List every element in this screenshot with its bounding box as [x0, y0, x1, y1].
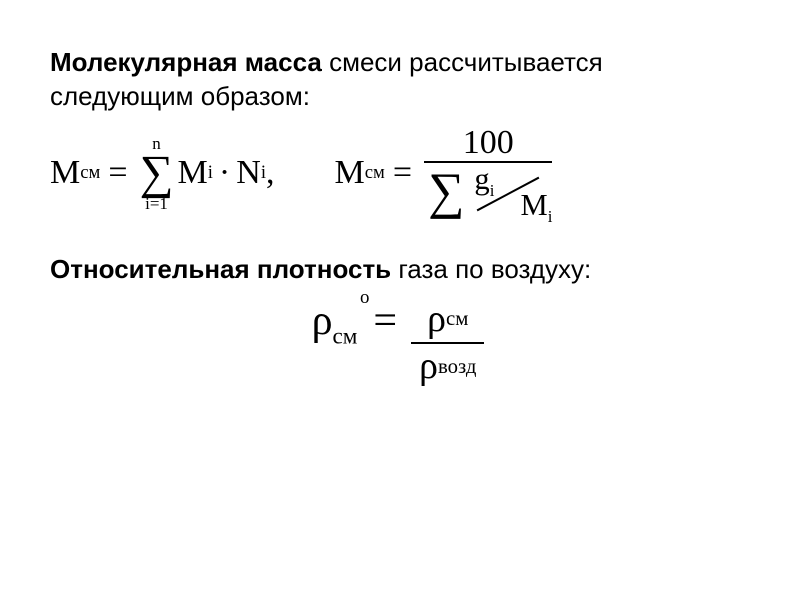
f2-Mi-sub: i: [548, 207, 553, 226]
f3-den-sub: возд: [438, 356, 476, 379]
f2-gi: g: [474, 162, 489, 196]
f1-Mi-sub: i: [208, 162, 213, 184]
f2-gi-sub: i: [490, 181, 495, 200]
f1-sigma: n ∑ i=1: [140, 135, 174, 212]
f3-den: ρвозд: [411, 344, 484, 390]
formula-2: М см = 100 ∑ gi Mi: [335, 124, 557, 223]
f3-rho: ρ: [312, 298, 333, 344]
intro-text-2: Относительная плотность газа по воздуху:: [50, 253, 750, 287]
f3-num-sub: см: [446, 308, 468, 331]
f2-M: М: [335, 154, 365, 192]
f2-Mi: M: [521, 188, 548, 222]
f1-Mi: M: [177, 154, 207, 192]
f1-M-sub: см: [80, 162, 100, 184]
f1-Ni: N: [236, 154, 261, 192]
f1-dot: ·: [219, 154, 230, 192]
intro-text-1: Молекулярная масса смеси рассчитывается …: [50, 46, 750, 114]
f3-lhs-sub: см: [333, 322, 358, 348]
f3-lhs-sup: о: [360, 287, 369, 309]
formula-row: М см = n ∑ i=1 M i · N i , М см = 100: [50, 124, 750, 223]
f2-eq: =: [393, 154, 412, 192]
f1-eq: =: [108, 154, 127, 192]
f3-eq: =: [373, 297, 397, 390]
f2-den: ∑ gi Mi: [424, 163, 552, 223]
f2-slant-frac: gi Mi: [468, 163, 548, 223]
sigma-icon: ∑: [428, 167, 464, 218]
formula-1: М см = n ∑ i=1 M i · N i ,: [50, 135, 275, 212]
intro-2-rest: газа по воздуху:: [391, 254, 591, 284]
f2-fraction: 100 ∑ gi Mi: [424, 124, 552, 223]
f1-sigma-bot: i=1: [145, 195, 168, 212]
f3-lhs: ρсм о: [312, 297, 358, 390]
f1-comma: ,: [266, 154, 275, 192]
f2-num: 100: [459, 124, 518, 161]
intro-1-bold: Молекулярная масса: [50, 47, 322, 77]
intro-2-bold: Относительная плотность: [50, 254, 391, 284]
f3-num: ρсм: [419, 297, 476, 343]
f1-M: М: [50, 154, 80, 192]
slide: Молекулярная масса смеси рассчитывается …: [0, 0, 800, 410]
f3-fraction: ρсм ρвозд: [411, 297, 484, 390]
f3-rho-num: ρ: [427, 299, 446, 341]
f3-rho-den: ρ: [419, 346, 438, 388]
sigma-icon: ∑: [140, 152, 174, 195]
f2-M-sub: см: [365, 162, 385, 184]
formula-3: ρсм о = ρсм ρвозд: [50, 297, 750, 390]
